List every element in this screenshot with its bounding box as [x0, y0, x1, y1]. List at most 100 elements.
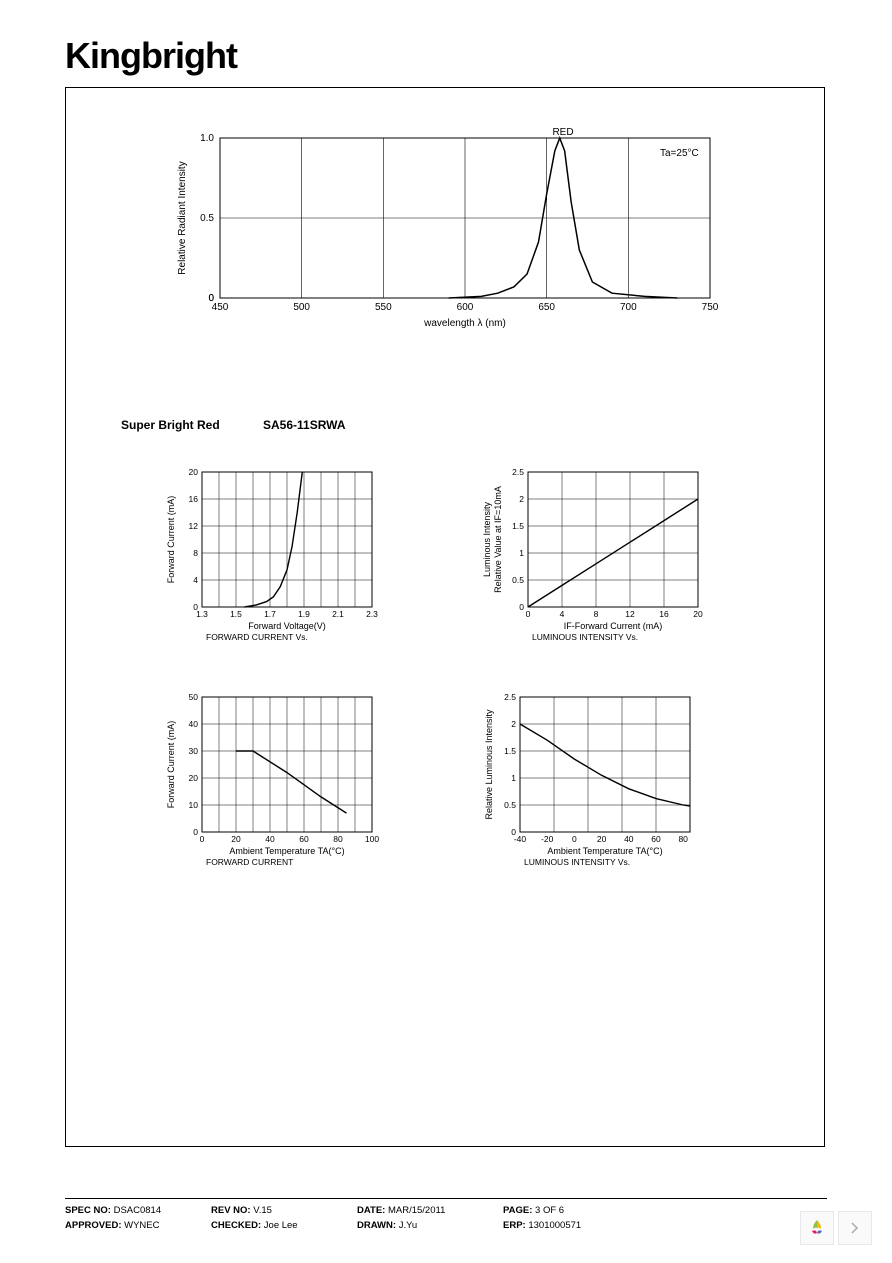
svg-text:10: 10 — [189, 800, 199, 810]
approved-label: APPROVED: — [65, 1220, 121, 1231]
svg-text:16: 16 — [659, 609, 669, 619]
svg-text:0: 0 — [526, 609, 531, 619]
rev-no-label: REV NO: — [211, 1205, 251, 1216]
page: Kingbright 45050055060065070075000.51.00… — [0, 0, 892, 1263]
svg-text:1.5: 1.5 — [230, 609, 242, 619]
svg-text:80: 80 — [333, 834, 343, 844]
svg-text:2.1: 2.1 — [332, 609, 344, 619]
svg-text:500: 500 — [293, 302, 310, 313]
temp-chart: -40-2002040608000.511.522.5Relative Lumi… — [470, 692, 730, 867]
spec-no-label: SPEC NO: — [65, 1205, 111, 1216]
iv-chart: 1.31.51.71.92.12.3048121620Forward Curre… — [160, 467, 420, 642]
svg-text:RED: RED — [552, 127, 573, 138]
svg-text:Relative Luminous Intensity: Relative Luminous Intensity — [484, 709, 494, 820]
svg-text:1.5: 1.5 — [504, 746, 516, 756]
svg-text:0: 0 — [572, 834, 577, 844]
page-label: PAGE: — [503, 1205, 532, 1216]
footer-row-1: SPEC NO: DSAC0814 REV NO: V.15 DATE: MAR… — [65, 1205, 827, 1216]
svg-text:600: 600 — [457, 302, 474, 313]
svg-text:0: 0 — [200, 834, 205, 844]
page-value: 3 OF 6 — [535, 1205, 564, 1216]
footer: SPEC NO: DSAC0814 REV NO: V.15 DATE: MAR… — [65, 1198, 827, 1235]
part-number: SA56-11SRWA — [263, 418, 345, 432]
svg-text:650: 650 — [538, 302, 555, 313]
svg-text:Luminous Intensity: Luminous Intensity — [482, 501, 492, 577]
svg-text:IF-Forward Current (mA): IF-Forward Current (mA) — [564, 621, 663, 631]
svg-text:1: 1 — [511, 773, 516, 783]
svg-text:2.5: 2.5 — [504, 692, 516, 702]
svg-text:12: 12 — [625, 609, 635, 619]
svg-text:0: 0 — [193, 602, 198, 612]
li-chart: 04812162000.511.522.5Luminous IntensityR… — [470, 467, 730, 642]
svg-text:40: 40 — [189, 719, 199, 729]
svg-text:wavelength λ (nm): wavelength λ (nm) — [423, 318, 506, 328]
svg-text:0.5: 0.5 — [512, 575, 524, 585]
svg-text:16: 16 — [189, 494, 199, 504]
svg-text:1.7: 1.7 — [264, 609, 276, 619]
svg-text:1.0: 1.0 — [200, 133, 214, 144]
svg-text:Relative Value at IF=10mA: Relative Value at IF=10mA — [493, 486, 503, 593]
svg-text:8: 8 — [594, 609, 599, 619]
svg-text:2.5: 2.5 — [512, 467, 524, 477]
svg-text:80: 80 — [678, 834, 688, 844]
brand-logo: Kingbright — [65, 35, 827, 77]
svg-text:0: 0 — [519, 602, 524, 612]
svg-text:Forward Voltage(V): Forward Voltage(V) — [248, 621, 326, 631]
svg-text:FORWARD CURRENT: FORWARD CURRENT — [206, 857, 293, 867]
svg-text:550: 550 — [375, 302, 392, 313]
svg-text:8: 8 — [193, 548, 198, 558]
svg-text:LUMINOUS INTENSITY Vs.: LUMINOUS INTENSITY Vs. — [524, 857, 630, 867]
svg-text:100: 100 — [365, 834, 379, 844]
svg-text:1: 1 — [519, 548, 524, 558]
rev-no: V.15 — [253, 1205, 272, 1216]
svg-text:0: 0 — [208, 293, 214, 304]
checked-value: Joe Lee — [264, 1220, 298, 1231]
erp-label: ERP: — [503, 1220, 526, 1231]
drawn-label: DRAWN: — [357, 1220, 396, 1231]
svg-text:Forward Current (mA): Forward Current (mA) — [166, 496, 176, 584]
svg-text:2: 2 — [511, 719, 516, 729]
derating-chart: 02040608010001020304050Forward Current (… — [160, 692, 420, 867]
date-value: MAR/15/2011 — [388, 1205, 445, 1216]
svg-text:20: 20 — [231, 834, 241, 844]
svg-text:0.5: 0.5 — [200, 213, 214, 224]
svg-text:20: 20 — [189, 467, 199, 477]
svg-text:2: 2 — [519, 494, 524, 504]
svg-text:2.3: 2.3 — [366, 609, 378, 619]
wavelength-chart: 45050055060065070075000.51.00REDTa=25°CR… — [165, 123, 725, 328]
product-name: Super Bright Red — [121, 418, 220, 432]
drawn-value: J.Yu — [399, 1220, 418, 1231]
svg-text:Relative Radiant Intensity: Relative Radiant Intensity — [177, 161, 188, 274]
svg-text:20: 20 — [693, 609, 703, 619]
svg-text:40: 40 — [624, 834, 634, 844]
product-label: Super Bright Red SA56-11SRWA — [121, 418, 794, 432]
nav-widget — [800, 1211, 872, 1245]
svg-text:30: 30 — [189, 746, 199, 756]
svg-text:50: 50 — [189, 692, 199, 702]
erp-value: 1301000571 — [528, 1220, 581, 1231]
svg-text:60: 60 — [651, 834, 661, 844]
svg-text:450: 450 — [212, 302, 229, 313]
svg-text:0.5: 0.5 — [504, 800, 516, 810]
svg-text:0: 0 — [193, 827, 198, 837]
svg-text:1.5: 1.5 — [512, 521, 524, 531]
svg-text:FORWARD CURRENT Vs.: FORWARD CURRENT Vs. — [206, 632, 308, 642]
chart-grid: 1.31.51.71.92.12.3048121620Forward Curre… — [160, 467, 730, 867]
content-frame: 45050055060065070075000.51.00REDTa=25°CR… — [65, 87, 825, 1147]
svg-text:700: 700 — [620, 302, 637, 313]
svg-text:Ta=25°C: Ta=25°C — [660, 148, 699, 159]
svg-text:12: 12 — [189, 521, 199, 531]
svg-text:20: 20 — [189, 773, 199, 783]
next-page-button[interactable] — [838, 1211, 872, 1245]
svg-text:LUMINOUS INTENSITY Vs.: LUMINOUS INTENSITY Vs. — [532, 632, 638, 642]
checked-label: CHECKED: — [211, 1220, 261, 1231]
svg-text:Ambient Temperature TA(°C): Ambient Temperature TA(°C) — [547, 846, 662, 856]
svg-text:4: 4 — [193, 575, 198, 585]
approved-value: WYNEC — [124, 1220, 159, 1231]
footer-row-2: APPROVED: WYNEC CHECKED: Joe Lee DRAWN: … — [65, 1220, 827, 1231]
publisher-logo[interactable] — [800, 1211, 834, 1245]
date-label: DATE: — [357, 1205, 385, 1216]
svg-text:20: 20 — [597, 834, 607, 844]
svg-text:0: 0 — [511, 827, 516, 837]
svg-text:Forward Current (mA): Forward Current (mA) — [166, 721, 176, 809]
